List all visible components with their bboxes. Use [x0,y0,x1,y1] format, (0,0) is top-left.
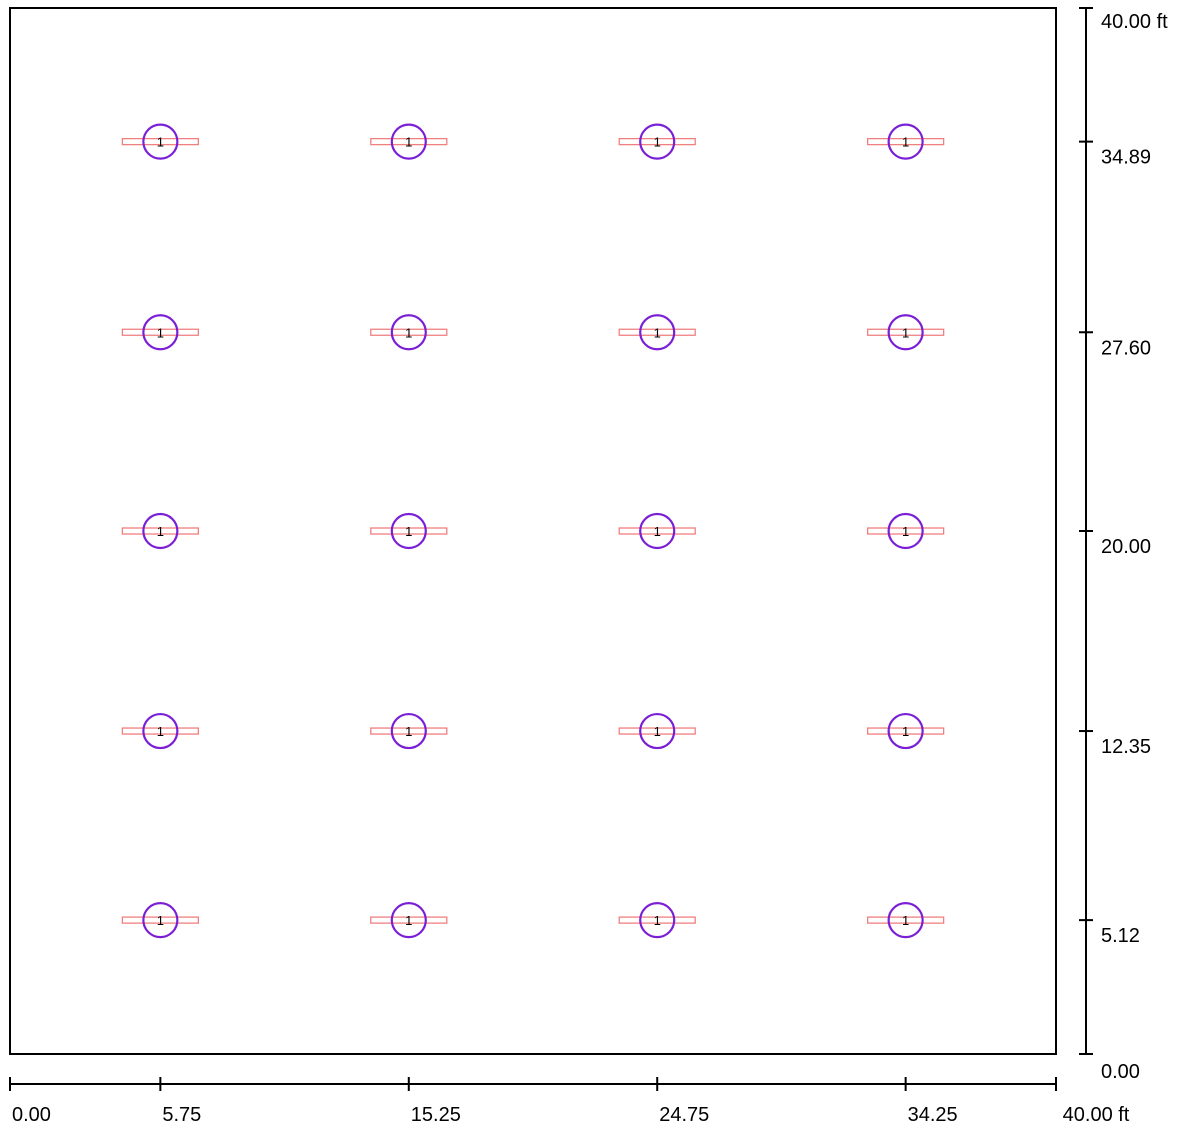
luminaire-body [866,137,945,146]
luminaire-label: 1 [902,913,909,928]
luminaire: 1 [121,712,200,750]
luminaire-label: 1 [654,524,661,539]
luminaire: 1 [866,712,945,750]
luminaire: 1 [618,902,696,939]
luminaire-circle [887,712,924,750]
x-tick-label: 0.00 [12,1104,51,1126]
luminaire-circle [639,123,676,160]
x-tick-label: 5.75 [162,1104,201,1126]
luminaire-label: 1 [654,724,661,739]
luminaire-circle [390,902,427,939]
luminaire-label: 1 [405,913,412,928]
luminaire: 1 [618,123,696,160]
luminaire-circle [887,314,924,351]
luminaire-body [121,328,200,336]
luminaire: 1 [370,123,448,160]
luminaire-label: 1 [654,325,661,340]
luminaire-body [618,527,696,535]
x-tick-label: 24.75 [659,1104,709,1126]
luminaire-body [370,727,448,735]
luminaire-label: 1 [654,913,661,928]
luminaire-label: 1 [405,135,412,150]
luminaire-circle [142,902,179,939]
luminaire-label: 1 [902,524,909,539]
luminaire-circle [639,314,676,351]
luminaire-label: 1 [157,913,164,928]
luminaire-body [121,916,200,924]
luminaire-label: 1 [902,325,909,340]
luminaire-circle [639,712,676,750]
luminaire-grid: 1 1 1 1 1 1 1 1 1 1 1 1 1 1 1 1 1 1 1 1 [121,123,945,939]
luminaire-body [121,527,200,535]
luminaire-body [866,527,945,535]
luminaire-circle [142,314,179,351]
luminaire-label: 1 [405,724,412,739]
luminaire-circle [390,512,427,550]
luminaire: 1 [618,712,696,750]
luminaire: 1 [618,512,696,550]
luminaire-circle [390,123,427,160]
y-tick-label: 0.00 [1101,1061,1140,1083]
y-ruler: 0.00 5.12 12.35 20.00 27.60 34.89 40.00 ft [1079,7,1168,1083]
y-tick-label: 12.35 [1101,736,1151,758]
room-outline [9,7,1057,1055]
luminaire-circle [639,512,676,550]
luminaire-body [370,916,448,924]
luminaire: 1 [618,314,696,351]
x-tick-label: 15.25 [411,1104,461,1126]
luminaire-body [370,137,448,146]
luminaire-body [370,527,448,535]
luminaire: 1 [121,902,200,939]
luminaire-circle [639,902,676,939]
y-tick-label: 27.60 [1101,337,1151,359]
luminaire-circle [390,314,427,351]
luminaire-label: 1 [405,524,412,539]
luminaire-circle [390,712,427,750]
x-ruler: 0.00 5.75 15.25 24.75 34.25 40.00 ft [9,1077,1130,1126]
luminaire: 1 [121,512,200,550]
luminaire-label: 1 [902,135,909,150]
luminaire-circle [887,123,924,160]
luminaire-circle [142,512,179,550]
luminaire-body [618,916,696,924]
luminaire-body [866,727,945,735]
luminaire-body [618,328,696,336]
luminaire-body [618,137,696,146]
luminaire-body [370,328,448,336]
luminaire-body [618,727,696,735]
luminaire: 1 [866,123,945,160]
y-tick-label: 40.00 ft [1101,11,1168,33]
luminaire-body [121,137,200,146]
luminaire-body [121,727,200,735]
luminaire-label: 1 [157,135,164,150]
luminaire: 1 [866,512,945,550]
luminaire: 1 [370,902,448,939]
luminaire-circle [142,712,179,750]
luminaire: 1 [370,314,448,351]
luminaire: 1 [866,314,945,351]
luminaire: 1 [370,512,448,550]
luminaire-label: 1 [157,724,164,739]
y-tick-label: 5.12 [1101,925,1140,947]
y-tick-label: 20.00 [1101,536,1151,558]
luminaire-label: 1 [405,325,412,340]
luminaire-body [866,328,945,336]
luminaire-label: 1 [157,325,164,340]
luminaire-label: 1 [157,524,164,539]
luminaire-circle [887,902,924,939]
x-tick-label: 40.00 ft [1063,1104,1130,1126]
y-tick-label: 34.89 [1101,147,1151,169]
x-tick-label: 34.25 [908,1104,958,1126]
luminaire-circle [887,512,924,550]
luminaire-body [866,916,945,924]
luminaire: 1 [370,712,448,750]
luminaire-circle [142,123,179,160]
luminaire-label: 1 [902,724,909,739]
luminaire: 1 [121,123,200,160]
luminaire: 1 [866,902,945,939]
luminaire-label: 1 [654,135,661,150]
luminaire: 1 [121,314,200,351]
